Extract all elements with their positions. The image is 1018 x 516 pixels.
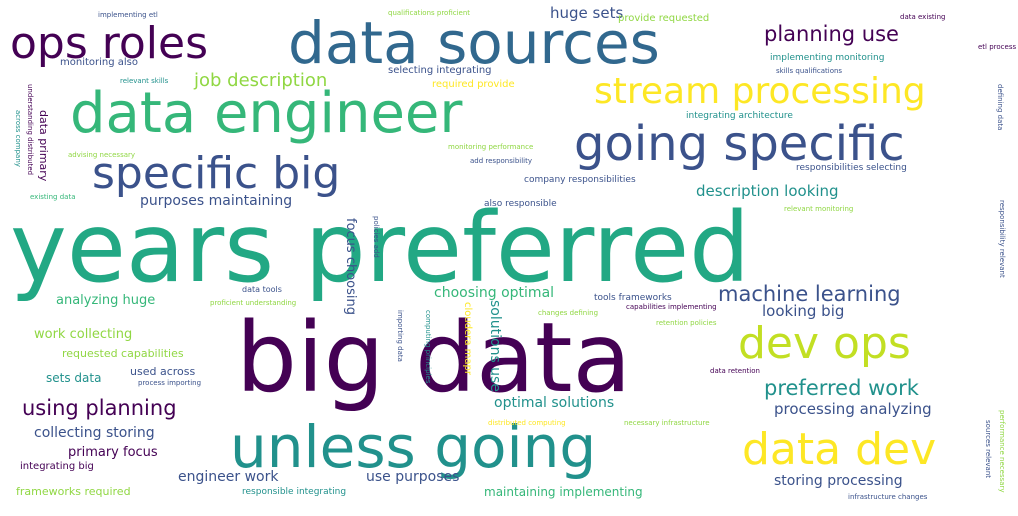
word-qualifications-proficient: qualifications proficient bbox=[388, 9, 471, 17]
word-sets-data: sets data bbox=[46, 371, 102, 385]
word-machine-learning: machine learning bbox=[718, 282, 901, 306]
word-required-provide: required provide bbox=[432, 79, 515, 90]
word-monitoring-performance: monitoring performance bbox=[448, 143, 534, 151]
word-ops-roles: ops roles bbox=[10, 18, 209, 69]
word-optimal-solutions: optimal solutions bbox=[494, 395, 615, 411]
word-work-collecting: work collecting bbox=[34, 327, 133, 342]
word-storing-processing: storing processing bbox=[774, 473, 903, 489]
word-advising-necessary: advising necessary bbox=[68, 151, 136, 159]
word-computing-principles: computing principles bbox=[424, 310, 432, 384]
word-maintaining-implementing: maintaining implementing bbox=[484, 485, 643, 499]
word-sources-relevant: sources relevant bbox=[984, 420, 992, 479]
word-company-responsibilities: company responsibilities bbox=[524, 175, 636, 185]
word-big-data: big data bbox=[236, 302, 632, 414]
word-looking-big: looking big bbox=[762, 302, 845, 320]
word-focus-choosing: focus choosing bbox=[343, 218, 358, 315]
word-policies-add: policies add bbox=[372, 216, 380, 258]
word-data-dev: data dev bbox=[742, 424, 937, 475]
word-analyzing-huge: analyzing huge bbox=[56, 293, 156, 308]
word-selecting-integrating: selecting integrating bbox=[388, 65, 492, 76]
word-monitoring-also: monitoring also bbox=[60, 57, 139, 68]
word-responsibilities-selecting: responsibilities selecting bbox=[796, 163, 907, 173]
word-frameworks-required: frameworks required bbox=[16, 485, 131, 498]
word-across-company: across company bbox=[14, 110, 22, 167]
word-distributed-computing: distributed computing bbox=[488, 419, 566, 427]
word-integrating-big: integrating big bbox=[20, 461, 94, 472]
word-defining-data: defining data bbox=[996, 84, 1004, 131]
word-tools-frameworks: tools frameworks bbox=[594, 293, 672, 303]
word-cloudera-mapr: cloudera mapr bbox=[462, 302, 473, 375]
word-planning-use: planning use bbox=[764, 22, 899, 46]
word-capabilities-implementing: capabilities implementing bbox=[626, 303, 717, 311]
word-choosing-optimal: choosing optimal bbox=[434, 285, 555, 301]
word-data-sources: data sources bbox=[288, 9, 660, 77]
word-data-engineer: data engineer bbox=[70, 81, 463, 146]
word-engineer-work: engineer work bbox=[178, 469, 279, 485]
word-responsible-integrating: responsible integrating bbox=[242, 487, 347, 497]
word-requested-capabilities: requested capabilities bbox=[62, 347, 184, 360]
word-description-looking: description looking bbox=[696, 182, 839, 200]
word-specific-big: specific big bbox=[92, 148, 341, 199]
word-relevant-monitoring: relevant monitoring bbox=[784, 205, 854, 213]
word-performance-necessary: performance necessary bbox=[998, 410, 1006, 493]
word-necessary-infrastructure: necessary infrastructure bbox=[624, 419, 710, 427]
word-relevant-skills: relevant skills bbox=[120, 77, 169, 85]
word-primary-focus: primary focus bbox=[68, 445, 158, 460]
word-importing-data: importing data bbox=[396, 310, 404, 362]
word-huge-sets: huge sets bbox=[550, 4, 624, 22]
word-process-importing: process importing bbox=[138, 379, 202, 387]
word-add-responsibility: add responsibility bbox=[470, 157, 532, 165]
word-skills-qualifications: skills qualifications bbox=[776, 67, 843, 75]
word-going-specific: going specific bbox=[574, 116, 905, 172]
word-retention-policies: retention policies bbox=[656, 319, 717, 327]
word-implementing-monitoring: implementing monitoring bbox=[770, 53, 885, 63]
word-purposes-maintaining: purposes maintaining bbox=[140, 193, 293, 209]
word-understanding-distributed: understanding distributed bbox=[26, 84, 34, 176]
word-using-planning: using planning bbox=[22, 396, 177, 420]
word-proficient-understanding: proficient understanding bbox=[210, 299, 297, 307]
word-collecting-storing: collecting storing bbox=[34, 425, 155, 441]
word-data-tools: data tools bbox=[242, 285, 282, 294]
word-responsibility-relevant: responsibility relevant bbox=[998, 200, 1006, 278]
word-dev-ops: dev ops bbox=[738, 318, 911, 369]
word-etl-process: etl process bbox=[978, 43, 1017, 51]
word-years-preferred: years preferred bbox=[10, 192, 751, 304]
word-existing-data: existing data bbox=[30, 193, 76, 201]
word-provide-requested: provide requested bbox=[618, 13, 710, 24]
word-job-description: job description bbox=[194, 70, 328, 91]
word-use-purposes: use purposes bbox=[366, 469, 460, 485]
word-used-across: used across bbox=[130, 365, 196, 378]
word-processing-analyzing: processing analyzing bbox=[774, 400, 932, 418]
word-data-retention: data retention bbox=[710, 367, 760, 375]
word-implementing-etl: implementing etl bbox=[98, 11, 158, 19]
word-changes-defining: changes defining bbox=[538, 309, 599, 317]
word-solutions-use: solutions use bbox=[487, 300, 503, 392]
word-data-existing: data existing bbox=[900, 13, 946, 21]
word-preferred-work: preferred work bbox=[764, 376, 919, 400]
word-also-responsible: also responsible bbox=[484, 199, 557, 209]
word-unless-going: unless going bbox=[230, 413, 597, 481]
word-infrastructure-changes: infrastructure changes bbox=[848, 493, 928, 501]
word-stream-processing: stream processing bbox=[594, 71, 926, 112]
word-data-primary: data primary bbox=[37, 110, 50, 182]
word-integrating-architecture: integrating architecture bbox=[686, 111, 793, 121]
